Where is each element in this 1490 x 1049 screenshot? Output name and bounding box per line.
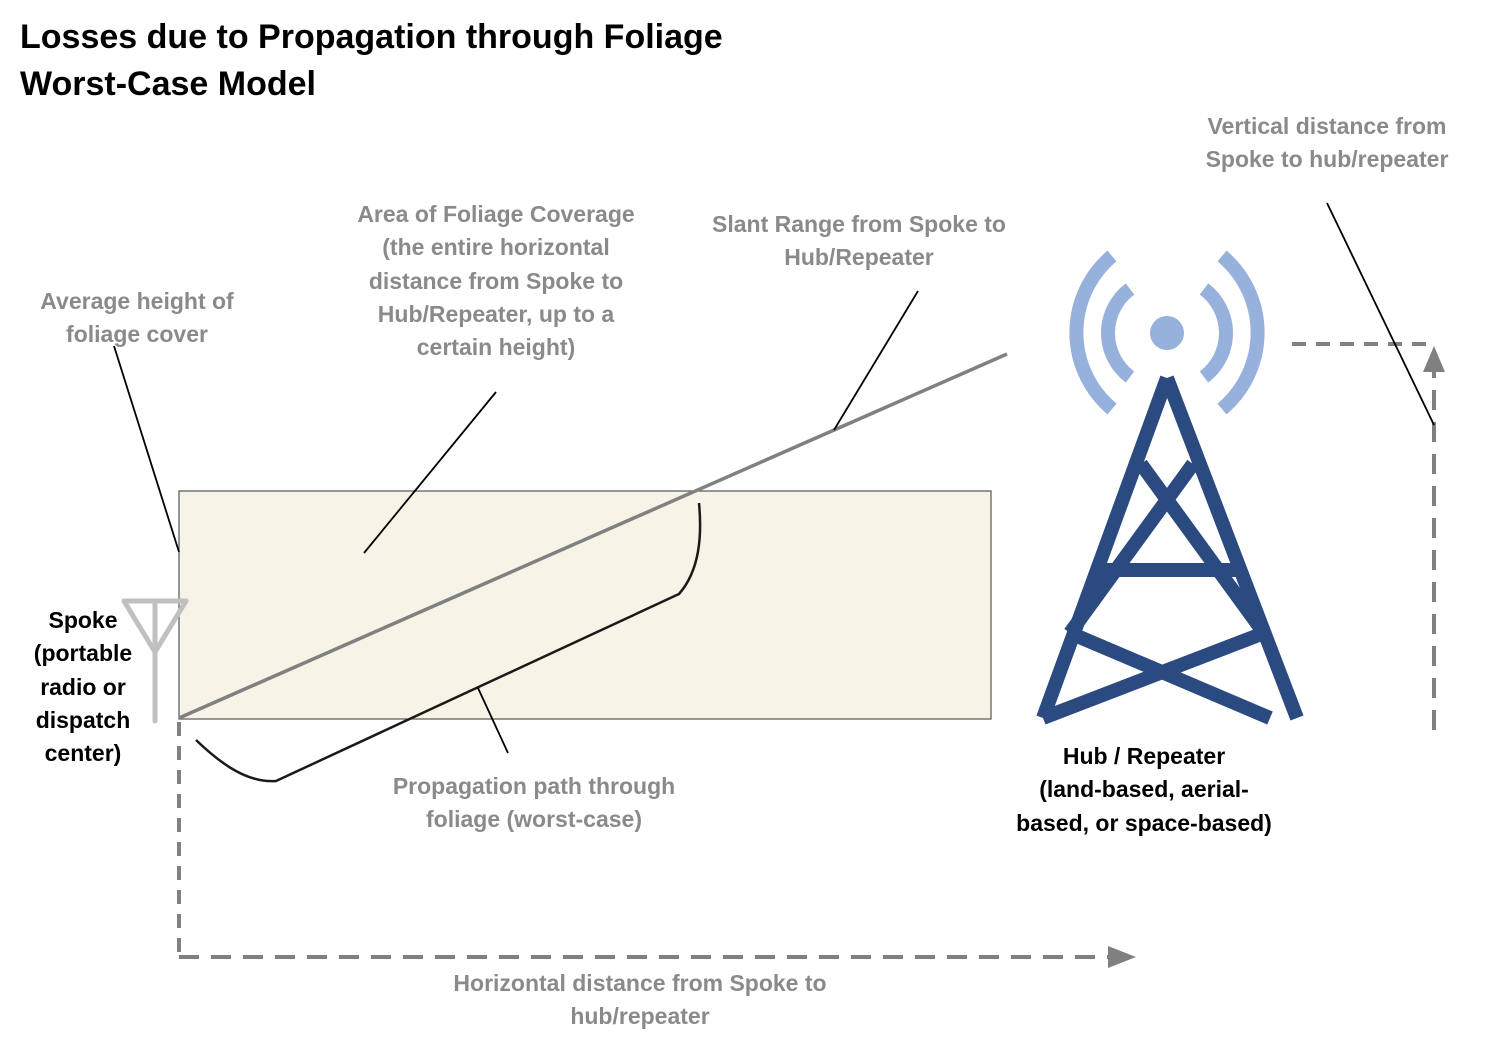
label-spoke: Spoke (portable radio or dispatch center…: [33, 607, 133, 767]
horizontal-distance-arrow: [177, 722, 1136, 968]
label-vertical-distance: Vertical distance from Spoke to hub/repe…: [1205, 113, 1449, 173]
leader-foliage-height: [113, 345, 180, 553]
propagation-path-bracket: [195, 502, 702, 783]
label-horizontal-distance: Horizontal distance from Spoke to hub/re…: [453, 970, 827, 1030]
leader-vertical-distance: [1326, 202, 1435, 426]
label-slant-range: Slant Range from Spoke to Hub/Repeater: [712, 211, 1006, 271]
label-propagation-path: Propagation path through foliage (worst-…: [392, 773, 676, 833]
antenna-icon: [121, 598, 189, 724]
leader-propagation-path: [477, 687, 509, 754]
diagram-subtitle: Worst-Case Model: [20, 65, 316, 103]
foliage-area: [178, 490, 992, 720]
leader-slant-range: [833, 290, 919, 431]
vertical-distance-arrow: [1292, 342, 1445, 730]
label-foliage-area: Area of Foliage Coverage (the entire hor…: [357, 201, 635, 361]
leader-lines: [113, 202, 1435, 754]
radio-tower-icon: [1036, 250, 1304, 725]
slant-range-line: [178, 352, 1008, 720]
label-foliage-height: Average height of foliage cover: [40, 288, 234, 348]
diagram-title: Losses due to Propagation through Foliag…: [20, 18, 723, 56]
leader-foliage-area: [363, 391, 497, 554]
label-hub: Hub / Repeater (land-based, aerial- base…: [1016, 743, 1272, 836]
